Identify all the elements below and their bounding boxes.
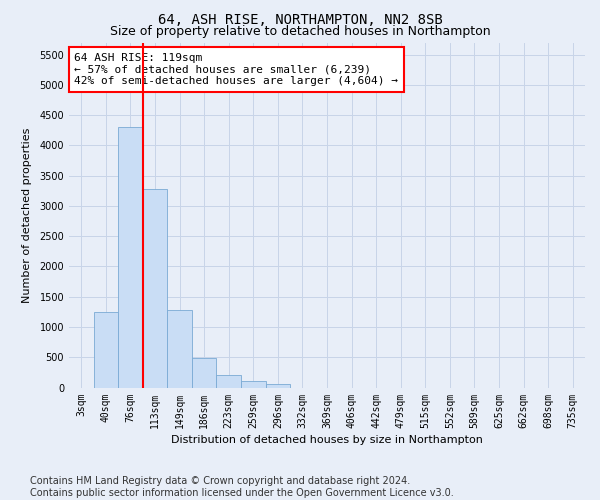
Y-axis label: Number of detached properties: Number of detached properties: [22, 128, 32, 302]
Text: Size of property relative to detached houses in Northampton: Size of property relative to detached ho…: [110, 25, 490, 38]
Bar: [241, 382, 266, 388]
Text: 64, ASH RISE, NORTHAMPTON, NN2 8SB: 64, ASH RISE, NORTHAMPTON, NN2 8SB: [158, 12, 442, 26]
Bar: [217, 376, 241, 388]
Text: 64 ASH RISE: 119sqm
← 57% of detached houses are smaller (6,239)
42% of semi-det: 64 ASH RISE: 119sqm ← 57% of detached ho…: [74, 53, 398, 86]
Text: Contains HM Land Registry data © Crown copyright and database right 2024.
Contai: Contains HM Land Registry data © Crown c…: [30, 476, 454, 498]
Bar: [266, 384, 290, 388]
Bar: [167, 310, 192, 388]
X-axis label: Distribution of detached houses by size in Northampton: Distribution of detached houses by size …: [171, 434, 483, 444]
Bar: [192, 358, 217, 388]
Bar: [94, 312, 118, 388]
Bar: [118, 127, 143, 388]
Bar: [143, 189, 167, 388]
